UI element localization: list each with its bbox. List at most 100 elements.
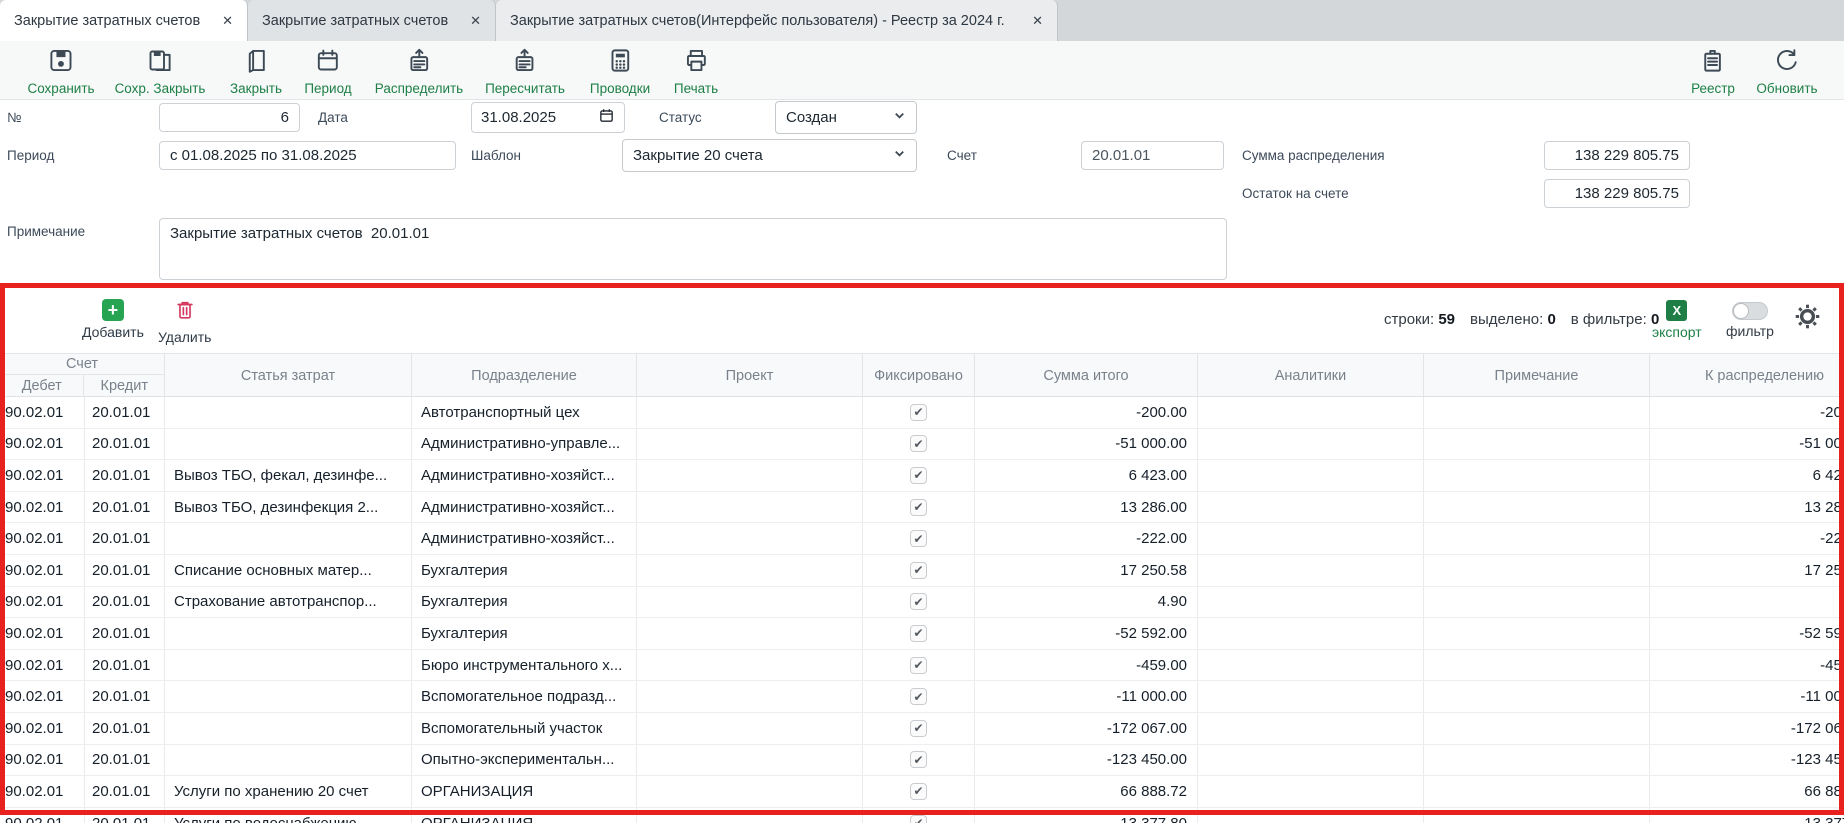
add-row-button[interactable]: + Добавить	[82, 299, 144, 340]
cell-analytics	[1198, 397, 1424, 428]
cell-to-distribute: 66 888.72	[1650, 776, 1844, 807]
tab-label: Закрытие затратных счетов(Интерфейс поль…	[510, 12, 1005, 29]
grid-body: 90.02.01 20.01.01 Автотранспортный цех ✔…	[0, 397, 1844, 823]
cell-fixed: ✔	[863, 618, 975, 649]
col-credit[interactable]: Кредит	[100, 377, 148, 394]
col-analytics[interactable]: Аналитики	[1198, 354, 1424, 396]
template-select[interactable]: Закрытие 20 счета	[622, 139, 917, 172]
table-row[interactable]: 90.02.01 20.01.01 Административно-хозяйс…	[0, 523, 1844, 555]
tab-active[interactable]: Закрытие затратных счетов ✕	[0, 0, 248, 41]
cell-debit: 90.02.01	[0, 744, 85, 776]
col-note[interactable]: Примечание	[1424, 354, 1650, 396]
grid-settings-button[interactable]	[1794, 303, 1821, 335]
fixed-checkbox[interactable]: ✔	[910, 751, 927, 769]
print-button[interactable]: Печать	[674, 47, 718, 96]
table-row[interactable]: 90.02.01 20.01.01 Страхование автотрансп…	[0, 586, 1844, 619]
fixed-checkbox[interactable]: ✔	[910, 466, 927, 484]
tab-close-icon[interactable]: ✕	[1032, 12, 1043, 28]
status-select[interactable]: Создан	[775, 101, 917, 134]
table-row[interactable]: 90.02.01 20.01.01 Административно-управл…	[0, 428, 1844, 461]
col-debit[interactable]: Дебет	[0, 375, 85, 396]
cell-department: Административно-хозяйст...	[412, 460, 637, 491]
fixed-checkbox[interactable]: ✔	[910, 624, 927, 642]
distribution-sum-input[interactable]	[1544, 141, 1690, 170]
cell-credit: 20.01.01	[85, 491, 165, 523]
cell-department: Бухгалтерия	[412, 586, 637, 618]
col-account[interactable]: Счет	[0, 354, 164, 376]
calendar-icon[interactable]	[598, 107, 615, 128]
table-row[interactable]: 90.02.01 20.01.01 Вывоз ТБО, фекал, дези…	[0, 460, 1844, 492]
toggle-off-icon[interactable]	[1731, 302, 1768, 320]
table-row[interactable]: 90.02.01 20.01.01 Автотранспортный цех ✔…	[0, 397, 1844, 429]
table-row[interactable]: 90.02.01 20.01.01 Бухгалтерия ✔ -52 592.…	[0, 618, 1844, 650]
delete-row-button[interactable]: Удалить	[158, 299, 211, 345]
fixed-checkbox[interactable]: ✔	[910, 719, 927, 737]
table-row[interactable]: 90.02.01 20.01.01 Вспомогательный участо…	[0, 712, 1844, 745]
refresh-button[interactable]: Обновить	[1756, 47, 1818, 96]
export-button[interactable]: X экспорт	[1652, 300, 1702, 340]
trash-icon	[174, 299, 196, 326]
fixed-checkbox[interactable]: ✔	[910, 403, 927, 421]
tab-2[interactable]: Закрытие затратных счетов ✕	[248, 0, 496, 41]
fixed-checkbox[interactable]: ✔	[910, 814, 927, 823]
date-input[interactable]: 31.08.2025	[471, 102, 625, 133]
col-cost-item[interactable]: Статья затрат	[165, 354, 412, 396]
save-button[interactable]: Сохранить	[27, 47, 95, 96]
col-department[interactable]: Подразделение	[412, 354, 637, 396]
cell-to-distribute: -11 000.00	[1650, 681, 1844, 712]
cell-total-sum: -172 067.00	[975, 712, 1198, 744]
cell-analytics	[1198, 744, 1424, 776]
period-button[interactable]: Период	[304, 47, 352, 96]
fixed-checkbox[interactable]: ✔	[910, 530, 927, 548]
tab-close-icon[interactable]: ✕	[222, 12, 233, 28]
cell-note	[1424, 712, 1650, 744]
col-total-sum[interactable]: Сумма итого	[975, 354, 1198, 396]
cell-project	[637, 712, 863, 744]
table-row[interactable]: 90.02.01 20.01.01 Списание основных мате…	[0, 554, 1844, 587]
note-textarea[interactable]: Закрытие затратных счетов 20.01.01	[159, 218, 1227, 280]
close-button[interactable]: Закрыть	[230, 47, 282, 96]
fixed-checkbox[interactable]: ✔	[910, 688, 927, 706]
period-input[interactable]	[159, 141, 456, 170]
save-close-button[interactable]: Сохр. Закрыть	[115, 47, 205, 96]
note-label: Примечание	[7, 224, 86, 239]
check-icon: ✔	[913, 468, 924, 483]
recalculate-button[interactable]: Пересчитать	[485, 47, 565, 96]
table-row[interactable]: 90.02.01 20.01.01 Вспомогательное подраз…	[0, 681, 1844, 713]
check-icon: ✔	[913, 626, 924, 641]
cell-debit: 90.02.01	[0, 554, 85, 586]
cell-total-sum: 4.90	[975, 586, 1198, 618]
fixed-checkbox[interactable]: ✔	[910, 593, 927, 611]
tab-3[interactable]: Закрытие затратных счетов(Интерфейс поль…	[496, 0, 1058, 41]
balance-input[interactable]	[1544, 179, 1690, 208]
tab-close-icon[interactable]: ✕	[470, 12, 481, 28]
postings-button[interactable]: Проводки	[590, 47, 650, 96]
cell-cost-item	[165, 523, 412, 554]
fixed-checkbox[interactable]: ✔	[910, 656, 927, 674]
col-to-distribute[interactable]: К распределению	[1650, 354, 1844, 396]
fixed-checkbox[interactable]: ✔	[910, 782, 927, 800]
table-row[interactable]: 90.02.01 20.01.01 Услуги по хранению 20 …	[0, 776, 1844, 808]
main-toolbar: Сохранить Сохр. Закрыть Закрыть Период Р…	[0, 41, 1844, 100]
registry-button[interactable]: Реестр	[1691, 47, 1735, 96]
cell-cost-item: Списание основных матер...	[165, 554, 412, 586]
col-fixed[interactable]: Фиксировано	[863, 354, 975, 396]
cell-cost-item	[165, 428, 412, 460]
no-input[interactable]	[159, 103, 300, 132]
table-row[interactable]: 90.02.01 20.01.01 Опытно-экспериментальн…	[0, 744, 1844, 777]
distribute-button[interactable]: Распределить	[375, 47, 463, 96]
fixed-checkbox[interactable]: ✔	[910, 498, 927, 516]
table-row[interactable]: 90.02.01 20.01.01 Вывоз ТБО, дезинфекция…	[0, 491, 1844, 524]
fixed-checkbox[interactable]: ✔	[910, 561, 927, 579]
cell-cost-item: Услуги по хранению 20 счет	[165, 776, 412, 807]
filter-toggle[interactable]: фильтр	[1726, 302, 1774, 339]
cell-project	[637, 428, 863, 460]
col-project[interactable]: Проект	[637, 354, 863, 396]
table-row[interactable]: 90.02.01 20.01.01 Бюро инструментального…	[0, 649, 1844, 682]
account-input[interactable]	[1081, 141, 1224, 170]
fixed-checkbox[interactable]: ✔	[910, 435, 927, 453]
cell-project	[637, 460, 863, 491]
table-row[interactable]: 90.02.01 20.01.01 Услуги по водоснабжени…	[0, 807, 1844, 823]
check-icon: ✔	[913, 689, 924, 704]
rows-count: строки: 59	[1384, 311, 1456, 328]
